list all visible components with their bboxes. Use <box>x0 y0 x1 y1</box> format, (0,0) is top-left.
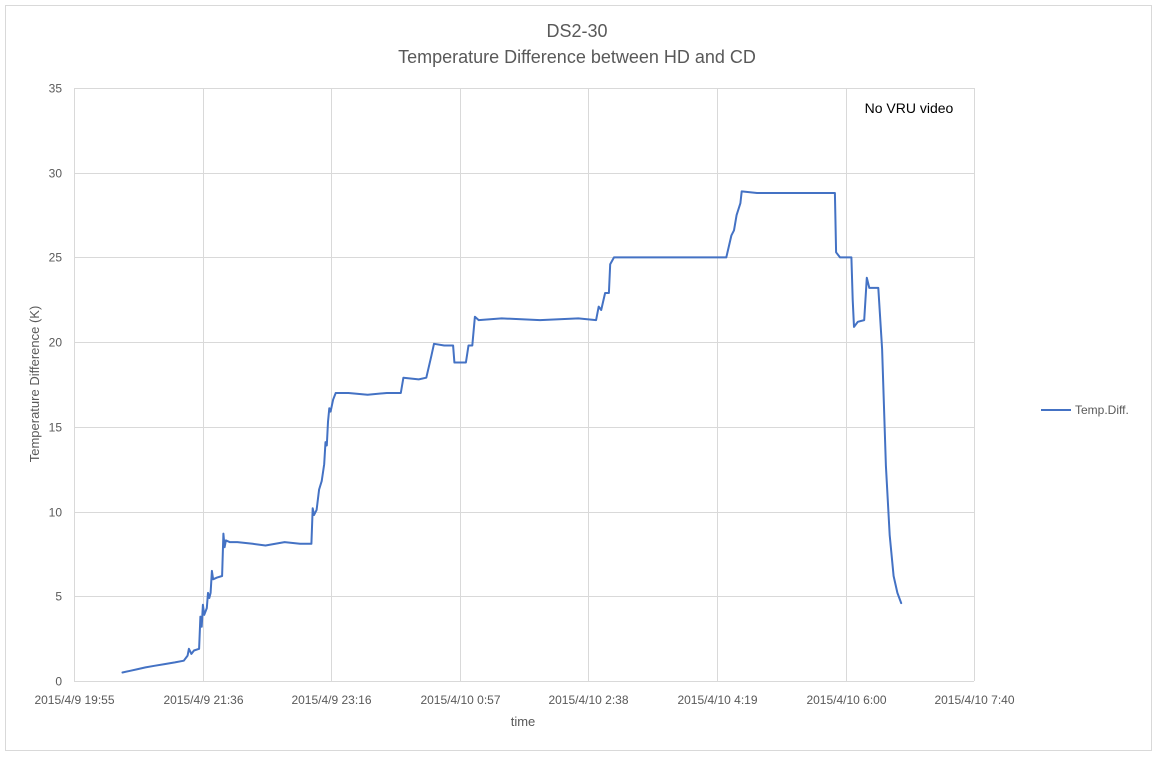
chart-area-border <box>5 5 1152 751</box>
y-tick-label: 20 <box>49 336 63 350</box>
x-axis-title: time <box>511 714 536 729</box>
y-tick-label: 15 <box>49 421 63 435</box>
x-axis-ticks: 2015/4/9 19:55 2015/4/9 21:36 2015/4/9 23:… <box>34 693 1014 707</box>
y-tick-label: 0 <box>55 675 62 689</box>
chart-subtitle: Temperature Difference between HD and CD <box>398 47 756 67</box>
gridlines <box>74 88 975 682</box>
series-line-temp-diff <box>121 190 903 674</box>
y-tick-label: 5 <box>55 590 62 604</box>
x-tick-label: 2015/4/10 4:19 <box>677 693 757 707</box>
y-tick-label: 10 <box>49 506 63 520</box>
y-tick-label: 35 <box>49 82 63 96</box>
legend: Temp.Diff. <box>1041 403 1129 417</box>
annotation-no-vru-video: No VRU video <box>865 100 954 116</box>
x-tick-label: 2015/4/9 21:36 <box>163 693 243 707</box>
x-tick-label: 2015/4/10 6:00 <box>806 693 886 707</box>
x-tick-label: 2015/4/9 23:16 <box>291 693 371 707</box>
legend-label-temp-diff: Temp.Diff. <box>1075 403 1129 417</box>
x-tick-label: 2015/4/10 2:38 <box>548 693 628 707</box>
chart-title: DS2-30 <box>546 21 607 41</box>
series-layer <box>121 190 903 674</box>
y-tick-label: 25 <box>49 251 63 265</box>
x-tick-label: 2015/4/10 0:57 <box>420 693 500 707</box>
y-axis-ticks: 0 5 10 15 20 25 30 35 <box>49 82 63 689</box>
x-tick-label: 2015/4/10 7:40 <box>934 693 1014 707</box>
y-tick-label: 30 <box>49 167 63 181</box>
y-axis-title: Temperature Difference (K) <box>27 306 42 463</box>
x-tick-label: 2015/4/9 19:55 <box>34 693 114 707</box>
plot-border <box>74 88 975 682</box>
